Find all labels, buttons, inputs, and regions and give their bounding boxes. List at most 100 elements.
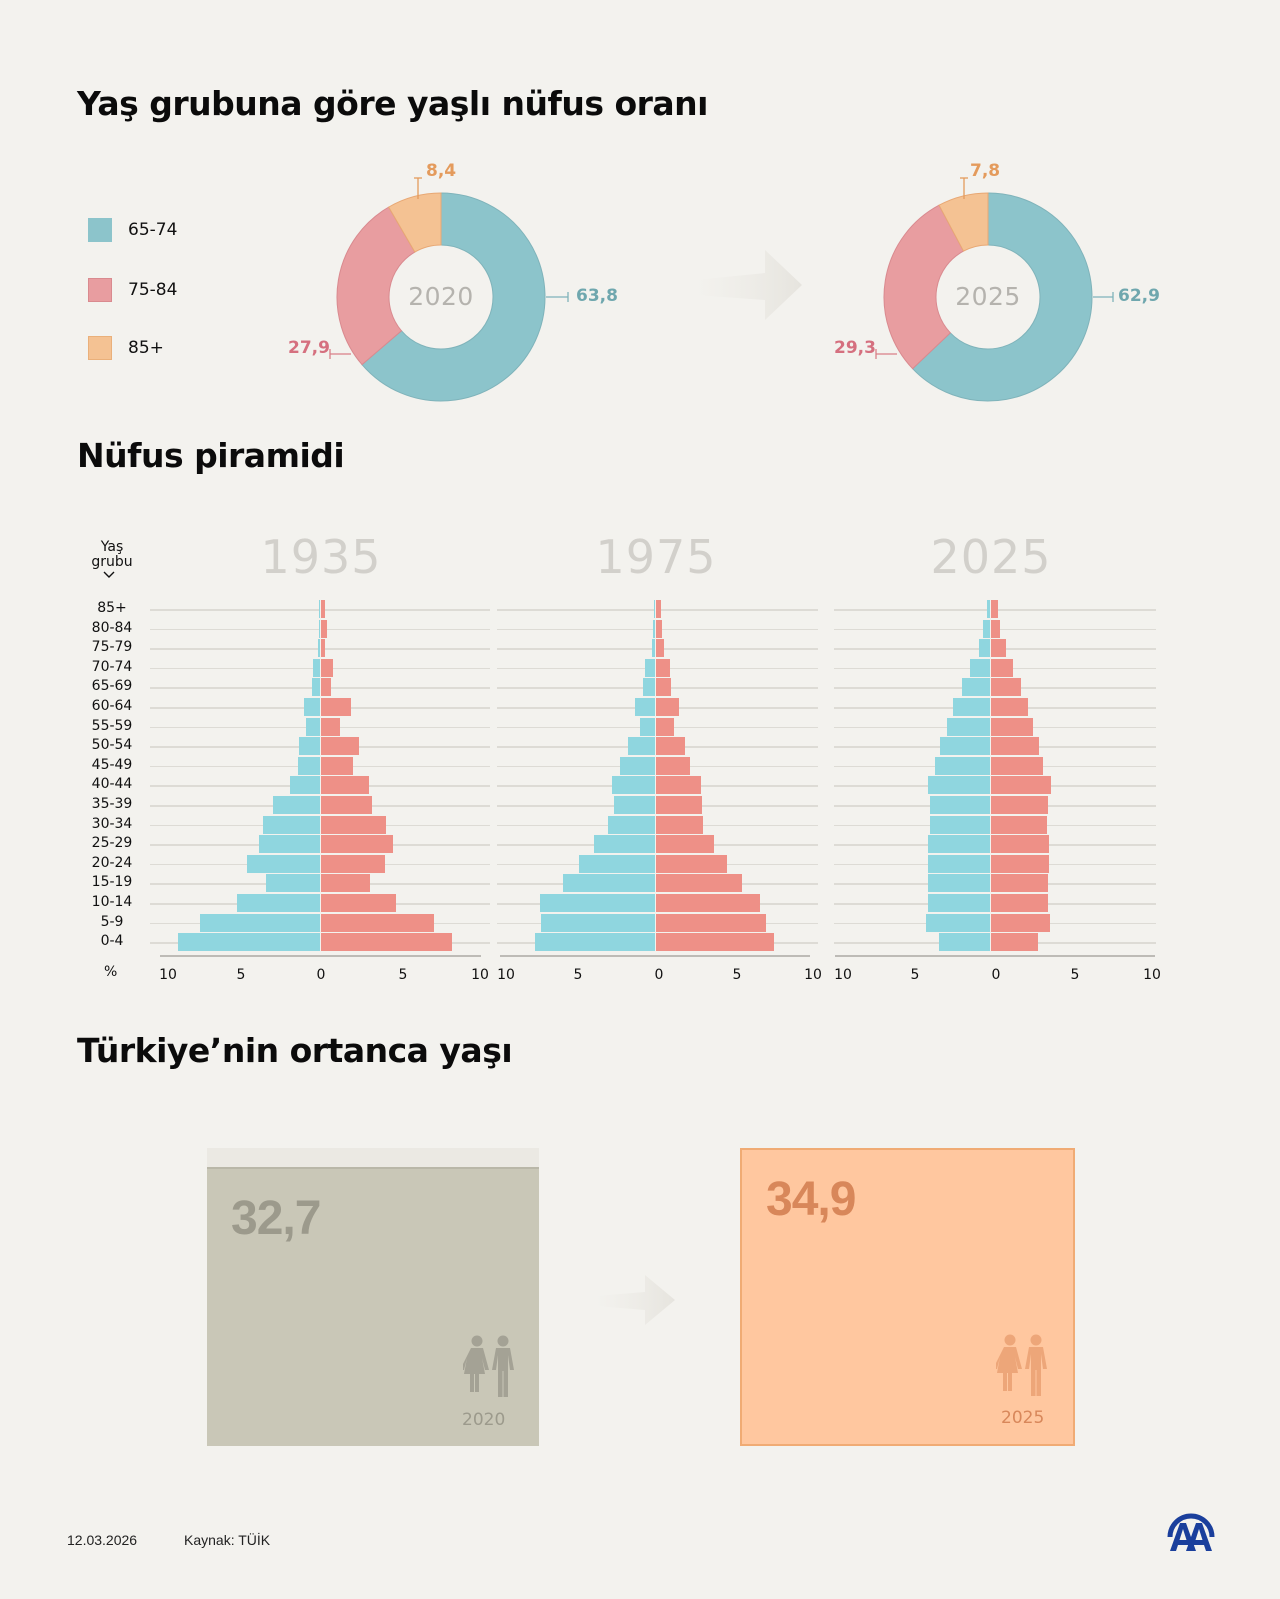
bar-female (656, 796, 703, 814)
legend-item-85plus: 85+ (88, 336, 177, 360)
bar-male (927, 854, 991, 873)
bar-male (298, 737, 321, 756)
x-axis-tick-label: 0 (991, 967, 1001, 983)
legend-label: 85+ (128, 338, 164, 358)
pyramid-chart-2025 (834, 600, 1156, 952)
legend-label: 75-84 (128, 280, 178, 300)
x-axis-tick-label: 5 (573, 967, 583, 983)
age-group-label: 5-9 (100, 913, 124, 930)
pyramid-chart-1935 (150, 600, 490, 952)
bar-female (321, 894, 397, 912)
median-2020-top-strip (207, 1148, 539, 1168)
bar-female (991, 678, 1022, 697)
age-group-label: 20-24 (91, 854, 133, 871)
bar-male (953, 698, 991, 716)
bar-female (656, 933, 775, 952)
age-group-label: 30-34 (91, 815, 133, 832)
chevron-down-icon (103, 568, 115, 582)
bar-male (927, 874, 991, 893)
bar-male (200, 913, 321, 932)
x-axis-tick-label: 0 (316, 967, 326, 983)
legend-swatch-pink (88, 278, 112, 302)
median-box-2020: 32,7 2020 (207, 1167, 539, 1446)
bar-female (991, 658, 1014, 677)
bar-male (612, 776, 656, 795)
donut-center-year: 2020 (408, 282, 474, 311)
bar-male (644, 658, 656, 677)
bar-female (321, 815, 386, 834)
donut-slice (361, 192, 546, 402)
bar-male (935, 756, 991, 775)
bar-male (305, 717, 321, 736)
bar-female (991, 874, 1048, 893)
bar-male (620, 756, 656, 775)
bar-female (991, 639, 1007, 658)
bar-female (656, 678, 672, 697)
bar-male (927, 894, 991, 912)
bar-female (656, 815, 704, 834)
donut-slice (938, 192, 989, 252)
bar-female (656, 835, 714, 854)
bar-male (273, 796, 321, 814)
bar-female (321, 756, 353, 775)
bar-female (321, 913, 434, 932)
y-axis-title-line2: grubu (91, 554, 133, 570)
bar-male (635, 698, 656, 716)
bar-female (321, 776, 369, 795)
age-group-labels: 85+ 80-84 75-79 70-74 65-69 60-64 55-59 50-54 45… (84, 599, 140, 952)
footer-date: 12.03.2026 (67, 1532, 138, 1548)
age-group-label: 35-39 (91, 795, 133, 812)
bar-female (321, 619, 327, 638)
bar-female (991, 717, 1034, 736)
x-axis-2025 (835, 955, 1155, 957)
median-year-2020: 2020 (462, 1410, 506, 1430)
bar-female (656, 639, 664, 658)
donut-slice (911, 192, 1093, 402)
bar-male (979, 639, 991, 658)
y-axis-title: Yaş grubu (84, 540, 140, 570)
age-group-label: 85+ (97, 600, 127, 616)
donut-slice (883, 204, 965, 370)
bar-female (656, 913, 767, 932)
legend-swatch-teal (88, 218, 112, 242)
bar-female (321, 639, 325, 658)
median-box-2025: 34,9 2025 (740, 1148, 1075, 1446)
bar-male (962, 678, 991, 697)
bar-male (927, 835, 991, 854)
donut-value-75-84: 29,3 (834, 338, 876, 358)
bar-male (263, 815, 321, 834)
people-icon (463, 1335, 514, 1397)
bar-male (265, 874, 321, 893)
x-axis-1935 (160, 955, 481, 957)
donut-chart-2025: 2025 62,9 29,3 7,8 (0, 0, 1160, 402)
bar-male (563, 874, 656, 893)
x-axis-tick-label: 10 (159, 967, 177, 983)
bar-male (608, 815, 656, 834)
pyramid-year-2025: 2025 (930, 530, 1052, 584)
donut-value-75-84: 27,9 (288, 338, 330, 358)
bar-male (317, 639, 321, 658)
bar-male (926, 913, 991, 932)
age-group-label: 55-59 (91, 717, 133, 734)
age-group-label: 60-64 (91, 697, 133, 714)
bar-female (321, 737, 359, 756)
bar-female (656, 894, 760, 912)
bar-female (991, 776, 1051, 795)
bar-female (321, 854, 385, 873)
age-group-label: 50-54 (91, 737, 133, 754)
donut-value-85plus: 8,4 (426, 161, 457, 181)
bar-female (656, 874, 743, 893)
footer-source: Kaynak: TÜİK (184, 1532, 271, 1548)
bar-female (656, 756, 690, 775)
x-axis-tick-label: 10 (497, 967, 515, 983)
pyramid-year-1975: 1975 (595, 530, 717, 584)
age-group-label: 70-74 (91, 658, 133, 675)
bar-female (991, 894, 1048, 912)
x-axis-tick-label: 0 (654, 967, 664, 983)
bar-male (652, 639, 656, 658)
arrow-right-icon (595, 1275, 675, 1325)
donut-chart-2020: 2020 63,8 27,9 8,4 (0, 0, 618, 402)
bar-male (653, 600, 656, 618)
bar-male (939, 737, 991, 756)
bar-female (991, 815, 1047, 834)
